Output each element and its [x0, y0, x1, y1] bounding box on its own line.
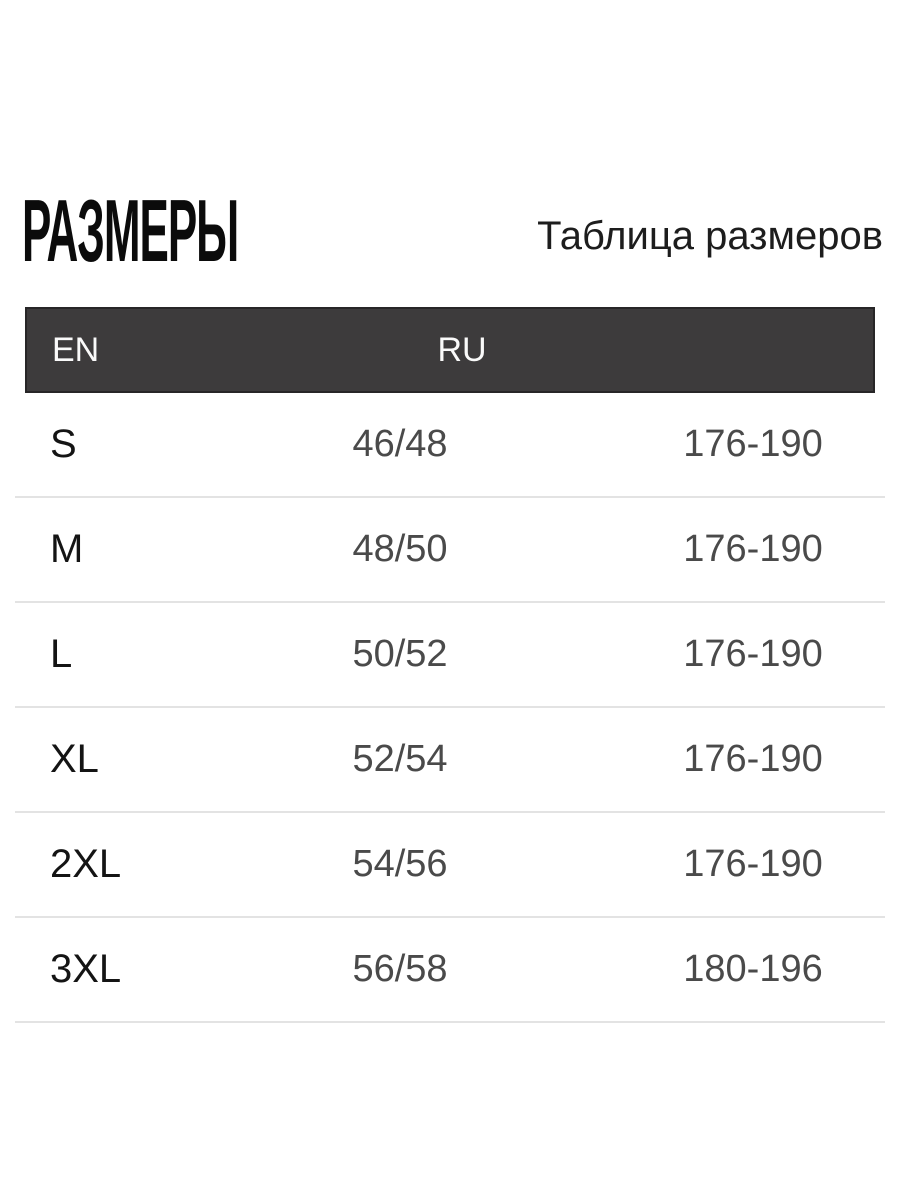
size-en-label: 2XL	[50, 842, 122, 886]
table-row: 2XL 54/56 176-190	[15, 813, 885, 918]
height-range-value: 176-190	[683, 528, 823, 570]
size-ru-value: 48/50	[352, 528, 448, 570]
size-ru-value: 50/52	[352, 633, 448, 675]
table-row: S 46/48 176-190	[15, 393, 885, 498]
size-ru-value: 52/54	[352, 738, 448, 780]
height-range-value: 176-190	[683, 423, 823, 465]
size-en-label: M	[50, 527, 84, 571]
table-row: XL 52/54 176-190	[15, 708, 885, 813]
size-ru-value: 54/56	[352, 843, 448, 885]
size-en-label: XL	[50, 737, 99, 781]
column-header-ru: RU	[437, 330, 487, 369]
size-table-body: S 46/48 176-190 M 48/50 176-190 L 50/52 …	[15, 393, 885, 1023]
height-range-value: 180-196	[683, 948, 823, 990]
size-en-label: L	[50, 632, 73, 676]
table-row: M 48/50 176-190	[15, 498, 885, 603]
table-row: L 50/52 176-190	[15, 603, 885, 708]
height-range-value: 176-190	[683, 843, 823, 885]
height-range-value: 176-190	[683, 738, 823, 780]
page-subtitle: Таблица размеров	[537, 213, 883, 258]
size-en-label: S	[50, 422, 77, 466]
size-ru-value: 46/48	[352, 423, 448, 465]
size-en-label: 3XL	[50, 947, 122, 991]
size-ru-value: 56/58	[352, 948, 448, 990]
column-header-en: EN	[52, 330, 100, 369]
size-table-header: EN RU	[25, 307, 875, 393]
table-row: 3XL 56/58 180-196	[15, 918, 885, 1023]
height-range-value: 176-190	[683, 633, 823, 675]
page-title: РАЗМЕРЫ	[22, 181, 239, 280]
